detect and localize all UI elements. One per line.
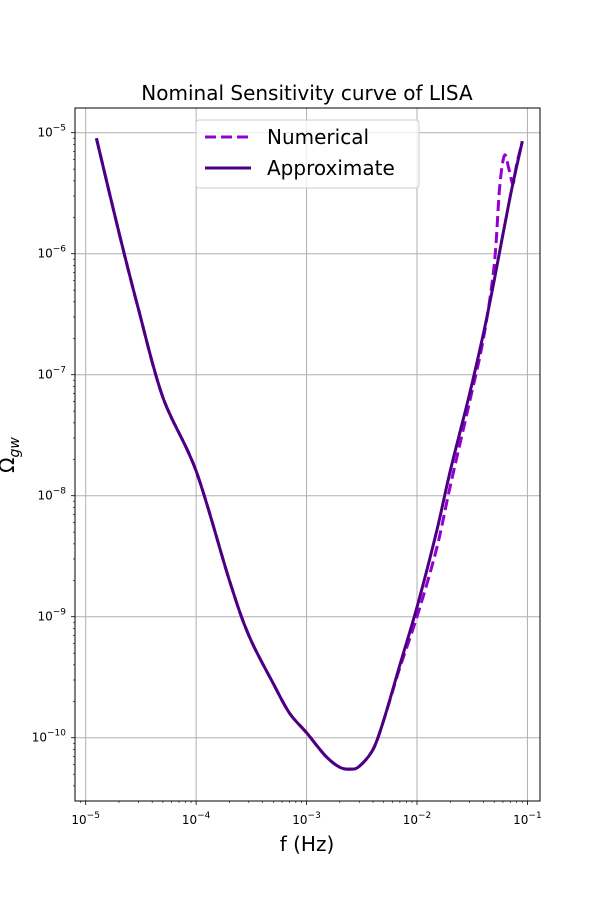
y-axis-label: Ωgw [0, 437, 23, 473]
legend: Numerical Approximate [195, 119, 420, 189]
legend-label-numerical: Numerical [267, 125, 369, 149]
legend-box [195, 119, 420, 189]
x-tick-label: 10−5 [71, 811, 100, 827]
x-tick-label: 10−4 [182, 811, 211, 827]
series-line-approximate [94, 137, 524, 771]
legend-label-approximate: Approximate [267, 156, 395, 180]
chart-title: Nominal Sensitivity curve of LISA [141, 81, 473, 105]
x-axis-label: f (Hz) [280, 832, 335, 856]
y-tick-label: 10−10 [32, 729, 67, 745]
x-tick-label: 10−1 [513, 811, 542, 827]
plot-frame [74, 107, 541, 802]
y-tick-label: 10−9 [37, 608, 66, 624]
ticks: 10−5 10−4 10−3 10−2 10−1 10−10 10−9 10−8 10−7 10−… [32, 124, 542, 827]
x-tick-label: 10−3 [292, 811, 321, 827]
y-tick-label: 10−6 [37, 245, 66, 261]
series-layer [94, 137, 524, 771]
y-tick-label: 10−7 [37, 366, 66, 382]
y-tick-label: 10−8 [37, 487, 66, 503]
x-tick-label: 10−2 [403, 811, 432, 827]
y-axis-label-group: Ωgw [0, 437, 23, 473]
y-tick-label: 10−5 [37, 124, 66, 140]
